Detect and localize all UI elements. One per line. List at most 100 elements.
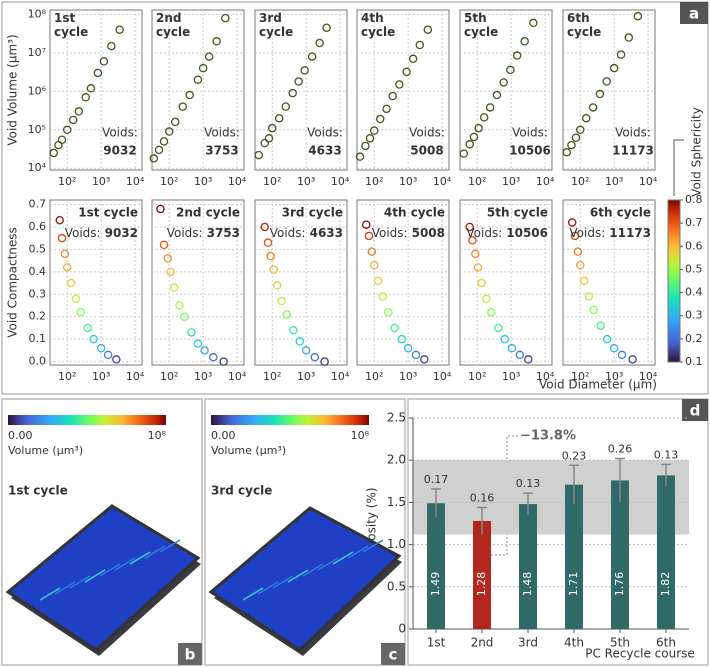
- point: [274, 113, 284, 123]
- render-title: 1st cycle: [8, 484, 68, 498]
- point: [602, 334, 612, 344]
- x-tick-label: 3rd: [518, 636, 538, 650]
- axes: [562, 199, 656, 366]
- axes: [459, 9, 553, 171]
- point: [365, 134, 375, 143]
- point: [103, 350, 113, 360]
- point: [423, 25, 433, 34]
- voids-annotation: Voids: 10506: [466, 226, 548, 240]
- void-streak: [159, 539, 181, 553]
- point: [74, 107, 84, 116]
- x-tick-label: 10²: [58, 175, 76, 188]
- point: [266, 251, 275, 261]
- x-axis-label: PC Recycle course: [585, 647, 695, 661]
- point: [473, 263, 483, 272]
- panel-title: 6th cycle: [590, 206, 651, 220]
- point: [474, 123, 483, 133]
- colorbar-tick-label: 0.6: [685, 239, 703, 252]
- point: [193, 75, 203, 84]
- specimen: [5, 504, 201, 652]
- x-tick-label: 10⁴: [331, 370, 350, 383]
- void-streak: [302, 563, 324, 577]
- x-tick-label: 10⁴: [331, 175, 350, 188]
- point: [529, 18, 538, 28]
- y-tick-label: 2.0: [387, 453, 406, 467]
- panel-label: a: [689, 5, 699, 23]
- point: [156, 204, 165, 214]
- point: [617, 350, 627, 360]
- point: [477, 278, 486, 288]
- panel-label-box: [682, 399, 708, 421]
- point: [402, 67, 411, 77]
- point: [112, 355, 121, 364]
- void-streak: [84, 569, 106, 583]
- void-streak: [242, 587, 264, 601]
- point: [187, 328, 196, 337]
- axes: [356, 9, 450, 171]
- voids-count: 11173: [612, 144, 654, 158]
- point: [459, 149, 469, 158]
- voids-count: 5008: [412, 226, 445, 240]
- void-streak: [287, 569, 309, 583]
- void-streak: [99, 563, 121, 577]
- x-tick-label: 10²: [571, 370, 589, 383]
- panel-a-frame: [1, 1, 709, 395]
- point: [81, 93, 90, 102]
- point: [520, 37, 529, 46]
- void-streak: [272, 575, 294, 589]
- point: [57, 233, 67, 243]
- point: [300, 66, 309, 75]
- colorbar-label: Volume (µm³): [8, 444, 83, 457]
- point: [269, 265, 278, 274]
- panel-label-box: [680, 2, 708, 24]
- x-tick-label: 10³: [399, 370, 417, 383]
- point: [107, 41, 116, 51]
- panel-label: d: [690, 402, 701, 420]
- y-tick-label: 0.0: [29, 355, 47, 368]
- point: [322, 23, 331, 32]
- y-tick-label: 1.0: [387, 537, 406, 551]
- point: [602, 77, 611, 86]
- annotation-leader: [483, 435, 518, 556]
- point: [310, 352, 320, 362]
- point: [485, 103, 495, 112]
- point: [567, 140, 576, 150]
- point: [408, 54, 418, 64]
- point: [589, 305, 598, 315]
- error-label: 0.26: [608, 443, 633, 456]
- point: [411, 350, 421, 360]
- point: [163, 254, 172, 263]
- panel-d-frame: [407, 398, 709, 666]
- y-tick-label: 10⁷: [28, 46, 46, 59]
- voids-label: Voids:: [270, 226, 306, 240]
- point: [384, 307, 393, 317]
- x-tick-label: 10⁴: [228, 175, 247, 188]
- point: [164, 127, 174, 136]
- voids-count: 4633: [308, 144, 341, 158]
- point: [364, 231, 374, 241]
- point: [397, 334, 407, 344]
- x-tick-label: 10³: [399, 175, 417, 188]
- y-axis-label: Void Compactness: [6, 227, 20, 338]
- x-tick-label: 10⁴: [126, 175, 145, 188]
- void-streak: [257, 581, 279, 595]
- point: [264, 134, 274, 143]
- point: [584, 292, 594, 301]
- point: [301, 346, 311, 355]
- y-tick-label: 0.5: [29, 242, 47, 255]
- point: [96, 343, 106, 353]
- point: [159, 137, 169, 146]
- point: [212, 37, 221, 46]
- point: [512, 51, 522, 60]
- point: [307, 52, 317, 61]
- error-label: 0.16: [470, 491, 495, 504]
- panel-c-frame: [204, 398, 406, 666]
- point: [471, 249, 480, 259]
- voids-annotation: Voids: 3753: [167, 226, 240, 240]
- point: [373, 276, 383, 286]
- value-label: 1.76: [613, 572, 626, 597]
- point: [180, 312, 189, 321]
- point: [277, 296, 286, 306]
- bar: [473, 520, 491, 629]
- panel-title: 3rd cycle: [259, 11, 293, 39]
